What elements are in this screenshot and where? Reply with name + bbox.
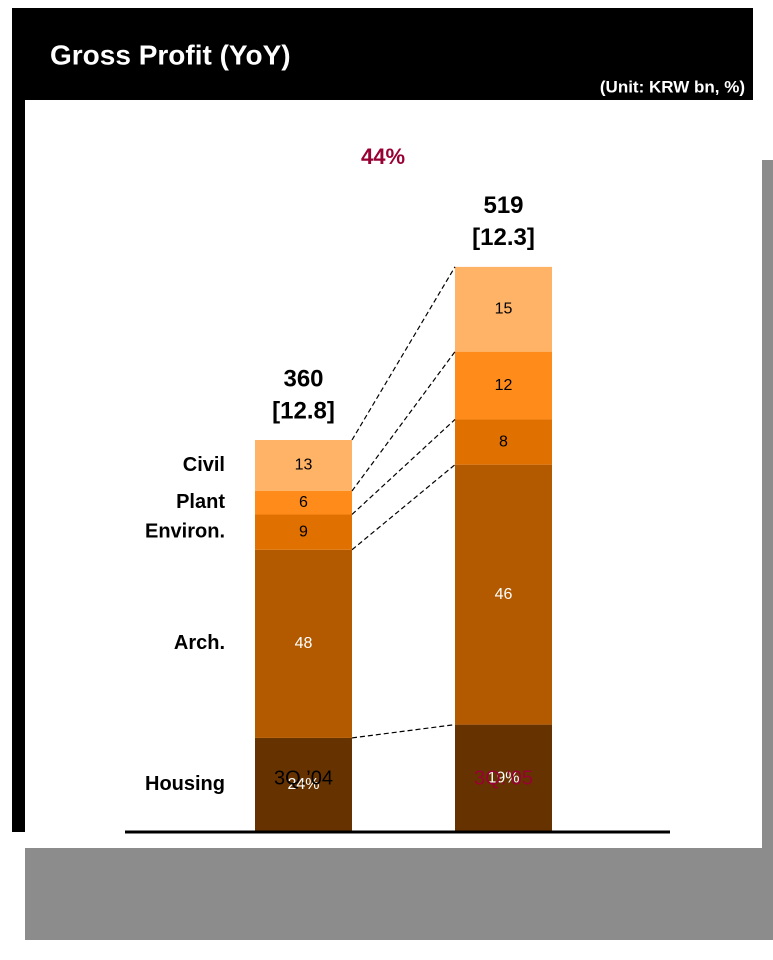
- segment-label: 48: [295, 635, 313, 652]
- growth-annotation: 44%: [361, 144, 405, 169]
- margin-label: [12.8]: [272, 397, 335, 424]
- connector-line: [351, 351, 456, 492]
- segment-label: 12: [495, 377, 513, 394]
- bar-segment: [255, 514, 352, 550]
- total-label: 360: [283, 365, 323, 392]
- bar-segment: [255, 737, 352, 832]
- connector-line: [351, 464, 456, 551]
- bar-segment: [255, 440, 352, 491]
- segment-label: 9: [299, 523, 308, 540]
- segment-label: 24%: [287, 776, 319, 793]
- left-strip: [12, 100, 25, 832]
- total-label: 519: [483, 192, 523, 219]
- connector-line: [351, 266, 456, 441]
- bottom-shadow: [25, 848, 773, 940]
- series-label: Arch.: [174, 632, 225, 654]
- bar-segment: [255, 490, 352, 515]
- segment-label: 15: [495, 300, 513, 317]
- series-label: Civil: [183, 454, 225, 476]
- segment-label: 46: [495, 586, 513, 603]
- series-label: Environ.: [145, 520, 225, 542]
- connector-line: [351, 724, 456, 739]
- segment-label: 13: [295, 457, 313, 474]
- chart-title: Gross Profit (YoY): [50, 39, 291, 70]
- bar-segment: [455, 724, 552, 832]
- bar-segment: [455, 266, 552, 352]
- margin-label: [12.3]: [472, 224, 535, 251]
- segment-label: 6: [299, 494, 308, 511]
- category-label: 3Q.’04: [274, 767, 333, 789]
- bar-segment: [255, 549, 352, 738]
- bar-segment: [455, 351, 552, 420]
- segment-label: 8: [499, 433, 508, 450]
- series-label: Plant: [176, 491, 225, 513]
- header-band: [12, 8, 753, 100]
- right-shadow: [762, 160, 773, 940]
- series-label: Housing: [145, 773, 225, 795]
- segment-label: 19%: [487, 770, 519, 787]
- category-label: 3Q.’05: [474, 767, 533, 789]
- bar-segment: [455, 464, 552, 725]
- chart-subtitle: (Unit: KRW bn, %): [600, 77, 745, 96]
- bar-segment: [455, 419, 552, 465]
- connector-line: [351, 419, 456, 515]
